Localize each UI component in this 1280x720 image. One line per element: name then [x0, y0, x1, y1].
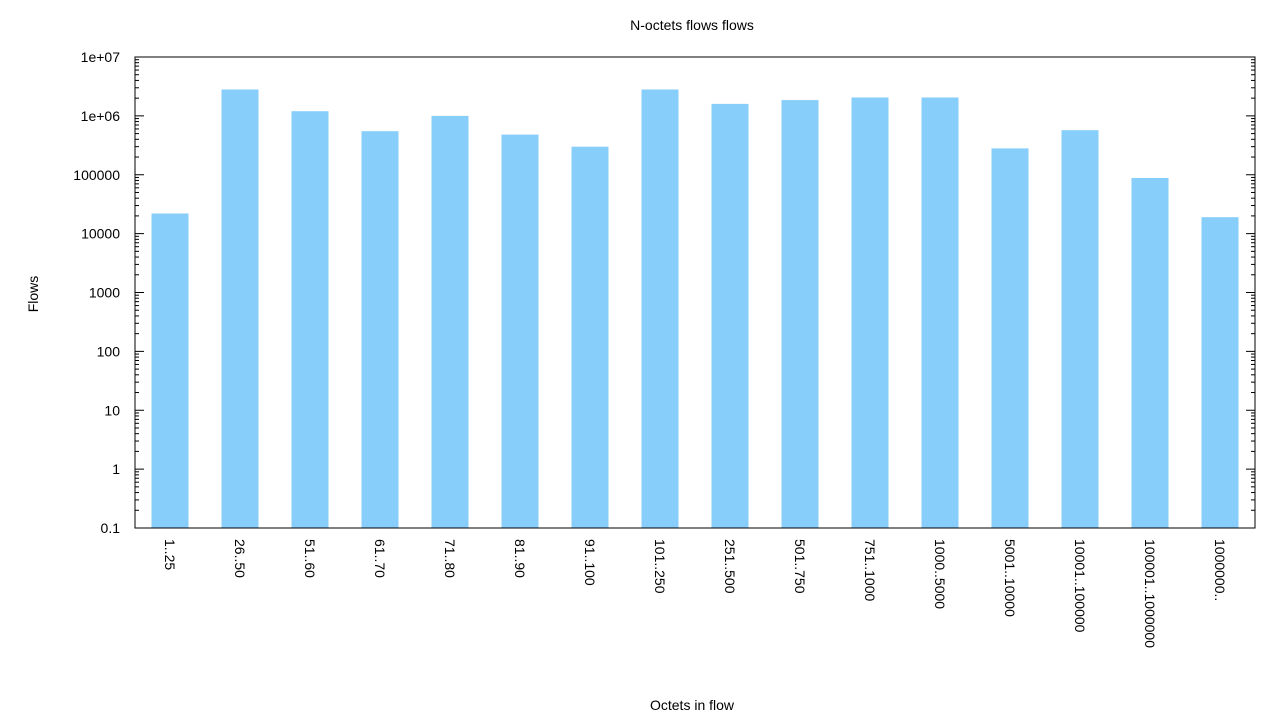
y-tick-label: 10000: [81, 226, 120, 242]
bar: [991, 148, 1029, 528]
bar: [151, 213, 189, 528]
bar: [851, 97, 889, 528]
y-tick-label: 1e+06: [81, 108, 121, 124]
x-tick-label: 5001..10000: [1002, 539, 1018, 617]
x-tick-label: 751..1000: [862, 539, 878, 601]
y-tick-label: 1e+07: [81, 49, 121, 65]
x-tick-label: 1..25: [162, 539, 178, 570]
x-tick-label: 81..90: [512, 539, 528, 578]
bar: [361, 131, 399, 528]
bar: [711, 103, 749, 529]
bar: [291, 111, 329, 528]
x-tick-label: 71..80: [442, 539, 458, 578]
y-tick-label: 1: [112, 461, 120, 477]
bar: [571, 146, 609, 528]
bar: [641, 89, 679, 528]
x-tick-label: 61..70: [372, 539, 388, 578]
x-tick-label: 251..500: [722, 539, 738, 594]
x-tick-label: 1000..5000: [932, 539, 948, 609]
x-tick-label: 100001..1000000: [1142, 539, 1158, 648]
y-tick-label: 10: [104, 402, 120, 418]
bar: [1131, 178, 1169, 528]
bar: [921, 97, 959, 528]
bar: [431, 115, 469, 529]
y-tick-label: 0.1: [101, 520, 121, 536]
bar: [1061, 130, 1099, 528]
chart-title: N-octets flows flows: [630, 17, 754, 33]
bar: [1201, 217, 1239, 528]
x-tick-label: 51..60: [302, 539, 318, 578]
bar: [221, 89, 259, 528]
x-tick-label: 1000000..: [1212, 539, 1228, 601]
x-tick-label: 91..100: [582, 539, 598, 586]
y-tick-label: 1000: [89, 285, 120, 301]
bar: [501, 134, 539, 528]
y-tick-label: 100: [97, 343, 121, 359]
x-tick-label: 10001..100000: [1072, 539, 1088, 633]
bar: [781, 100, 819, 528]
x-tick-label: 501..750: [792, 539, 808, 594]
x-tick-label: 101..250: [652, 539, 668, 594]
x-axis-label: Octets in flow: [649, 697, 735, 713]
y-tick-label: 100000: [73, 167, 120, 183]
x-tick-label: 26..50: [232, 539, 248, 578]
